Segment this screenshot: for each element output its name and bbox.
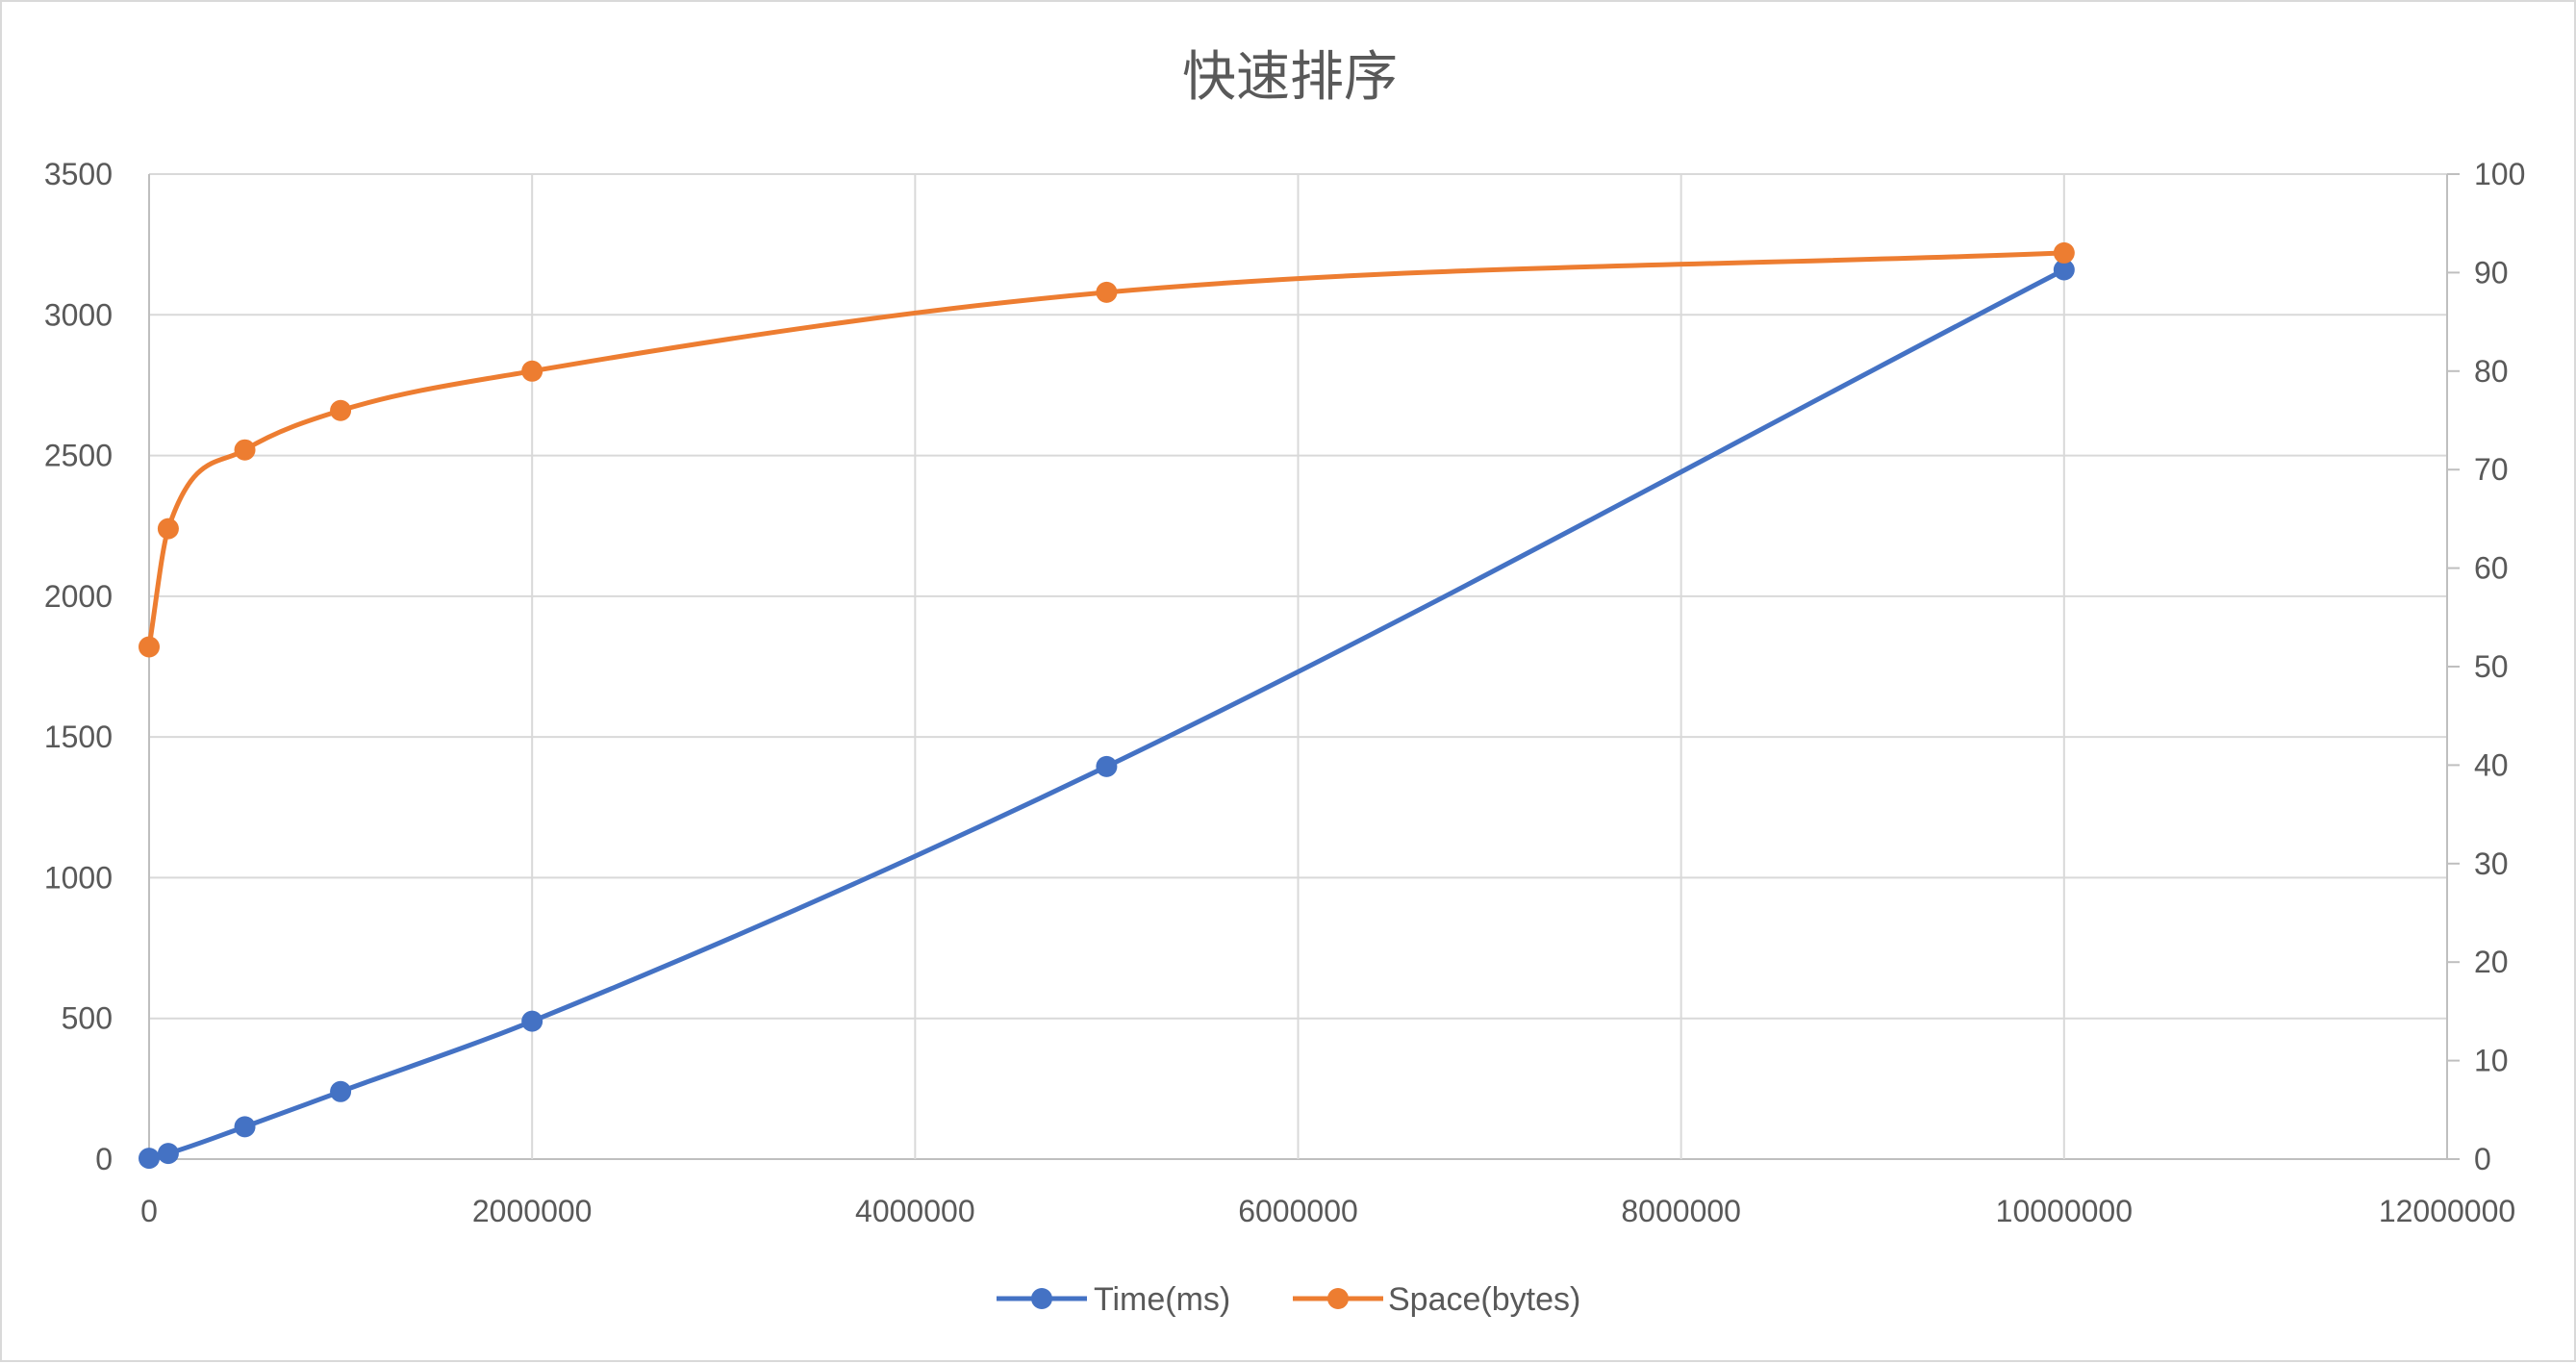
grid-layer [149,173,2448,1160]
y2-tick-label: 40 [2474,747,2509,782]
y2-tick-label: 100 [2474,157,2525,191]
y2-tick-label: 30 [2474,846,2509,881]
data-point-time [1096,755,1118,777]
series-line-space [146,250,2067,650]
x-tick-label: 2000000 [472,1194,593,1228]
y2-tick-label: 50 [2474,649,2509,684]
x-tick-label: 4000000 [855,1194,975,1228]
y2-tick-label: 60 [2474,551,2509,586]
y-tick-label: 2500 [44,439,113,473]
x-tick-label: 10000000 [1996,1194,2133,1228]
y-tick-label: 1500 [44,720,113,754]
data-point-time [157,1143,179,1165]
data-point-space [139,636,160,658]
y2-tick-label: 90 [2474,255,2509,290]
y2-tick-label: 70 [2474,452,2509,487]
data-point-space [234,439,256,461]
y-tick-label: 2000 [44,579,113,614]
data-point-space [330,399,352,421]
x-tick-label: 0 [140,1194,158,1228]
data-point-space [521,360,543,382]
x-tick-label: 6000000 [1238,1194,1358,1228]
data-point-space [2053,241,2075,264]
data-point-time [2053,259,2075,281]
data-point-time [234,1116,256,1138]
x-tick-label: 8000000 [1621,1194,1741,1228]
data-point-time [330,1080,352,1102]
y2-tick-label: 0 [2474,1142,2491,1176]
x-tick-label: 12000000 [2379,1194,2515,1228]
legend-label-space: Space(bytes) [1388,1281,1580,1318]
legend-label-time: Time(ms) [1094,1281,1230,1318]
y-tick-label: 3500 [44,157,113,191]
legend: Time(ms) Space(bytes) [997,1281,1580,1318]
y2-tick-label: 20 [2474,945,2509,979]
y-tick-label: 1000 [44,860,113,895]
legend-marker-time [1031,1288,1052,1309]
data-point-time [139,1148,160,1170]
chart-title: 快速排序 [1182,46,1398,109]
series-line-time [146,266,2067,1161]
y-tick-label: 0 [95,1142,113,1176]
data-point-time [521,1010,543,1032]
legend-marker-space [1327,1288,1349,1309]
data-point-space [157,518,179,540]
y2-tick-label: 10 [2474,1044,2509,1078]
y2-tick-label: 80 [2474,354,2509,389]
data-point-space [1096,281,1118,303]
series-layer [139,241,2075,1170]
y-tick-label: 3000 [44,297,113,332]
y-tick-label: 500 [62,1001,113,1036]
